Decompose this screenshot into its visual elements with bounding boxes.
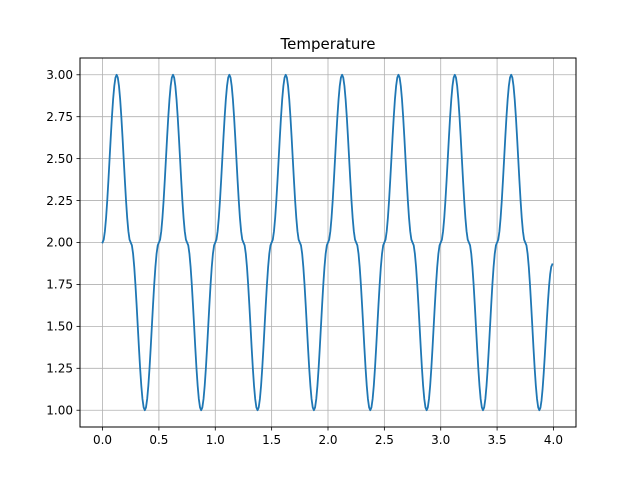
y-tick-label: 3.00 [46,68,73,82]
series-layer [101,73,554,412]
chart-title: Temperature [279,35,375,53]
x-tick-label: 4.0 [544,433,563,447]
x-tick-label: 0.0 [93,433,112,447]
x-tick-label: 1.0 [206,433,225,447]
y-tick-label: 2.50 [46,152,73,166]
x-tick-label: 2.5 [375,433,394,447]
y-tick-label: 2.75 [46,110,73,124]
x-axis-ticks: 0.0 0.5 1.0 1.5 2.0 2.5 3.0 3.5 4.0 [93,427,563,447]
temperature-series-line [101,73,554,412]
x-tick-label: 0.5 [149,433,168,447]
x-tick-label: 3.0 [431,433,450,447]
y-tick-label: 1.50 [46,320,73,334]
x-tick-label: 2.0 [318,433,337,447]
y-axis-ticks: 1.00 1.25 1.50 1.75 2.00 2.25 2.50 2.75 3.00 [46,68,80,417]
x-tick-label: 1.5 [262,433,281,447]
y-tick-label: 1.25 [46,361,73,375]
y-tick-label: 1.75 [46,278,73,292]
y-tick-label: 2.00 [46,236,73,250]
x-tick-label: 3.5 [488,433,507,447]
y-tick-label: 1.00 [46,403,73,417]
y-tick-label: 2.25 [46,194,73,208]
